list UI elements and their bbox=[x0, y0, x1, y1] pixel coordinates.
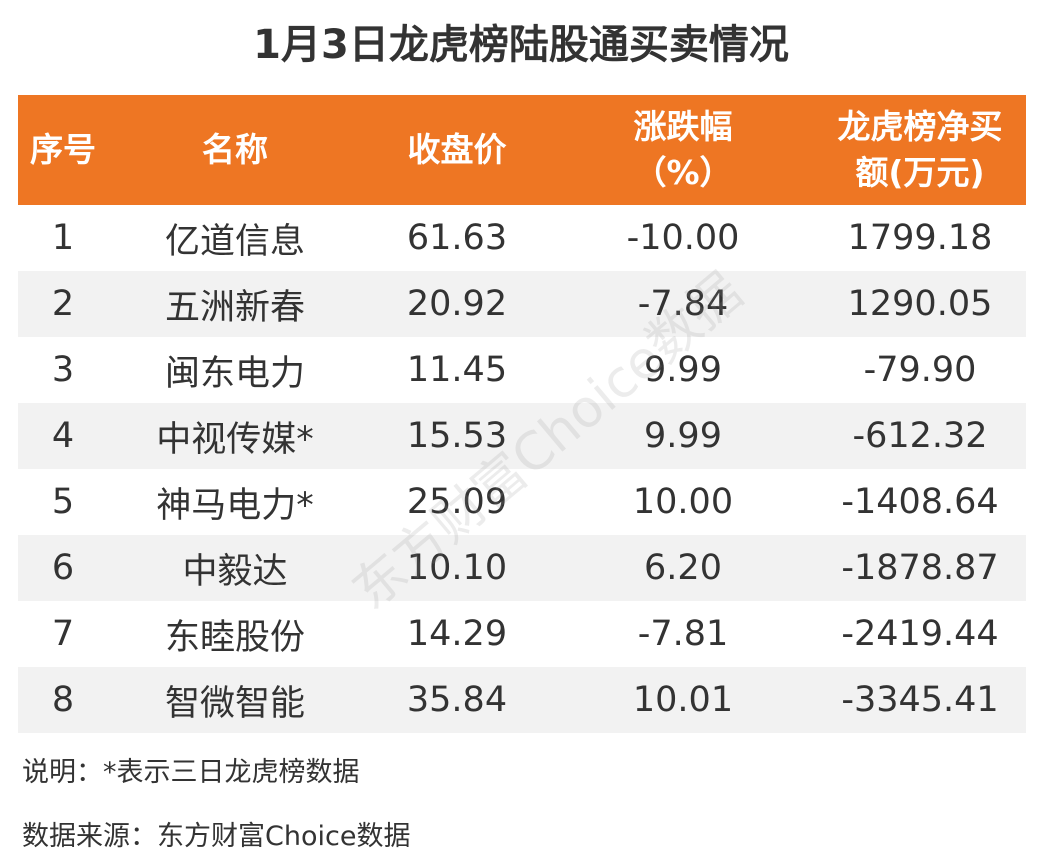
header-line: 序号 bbox=[30, 130, 96, 169]
cell: 10.01 bbox=[552, 667, 814, 733]
cell: 神马电力* bbox=[156, 485, 314, 526]
title: 1月3日龙虎榜陆股通买卖情况 bbox=[253, 22, 789, 68]
header-cell: 序号 bbox=[18, 95, 108, 205]
header-cell: 收盘价 bbox=[362, 95, 552, 205]
cell: -612.32 bbox=[814, 403, 1026, 469]
cell: 智微智能 bbox=[108, 667, 362, 733]
header-line: 涨跌幅 bbox=[633, 107, 733, 146]
cell: 25.09 bbox=[406, 482, 508, 522]
table-row: 7 东睦股份 14.29 -7.81 -2419.44 bbox=[18, 601, 1026, 667]
cell: 中视传媒* bbox=[108, 403, 362, 469]
cell: 6.20 bbox=[552, 535, 814, 601]
table-row: 8 智微智能 35.84 10.01 -3345.41 bbox=[18, 667, 1026, 733]
cell: 中毅达 bbox=[108, 535, 362, 601]
cell: -10.00 bbox=[626, 218, 740, 258]
note: 说明：*表示三日龙虎榜数据 bbox=[22, 757, 360, 788]
cell: -7.84 bbox=[552, 271, 814, 337]
cell: 五洲新春 bbox=[108, 271, 362, 337]
header-cell: 涨跌幅 （%） bbox=[552, 95, 814, 205]
cell: 1799.18 bbox=[847, 218, 993, 258]
header-cell: 龙虎榜净买额(万元) bbox=[814, 95, 1026, 205]
cell: 7 bbox=[51, 614, 75, 654]
header-line: 收盘价 bbox=[407, 130, 507, 169]
cell: 5 bbox=[51, 482, 75, 522]
source: 数据来源：东方财富Choice数据 bbox=[22, 821, 411, 852]
table-row: 6 中毅达 10.10 6.20 -1878.87 bbox=[18, 535, 1026, 601]
header-cell: 名称 bbox=[108, 95, 362, 205]
header-line: （%） bbox=[633, 153, 733, 192]
table-row: 2 五洲新春 20.92 -7.84 1290.05 bbox=[18, 271, 1026, 337]
table-row: 5 神马电力* 25.09 10.00 -1408.64 bbox=[18, 469, 1026, 535]
table-row: 1 亿道信息 61.63 -10.00 1799.18 bbox=[18, 205, 1026, 271]
cell: 9.99 bbox=[644, 350, 722, 390]
cell: 2 bbox=[18, 271, 108, 337]
data-table: 序号 名称 收盘价 涨跌幅 （%） 龙虎榜净买额(万元) 1 亿道信息 61.63 -10.00… bbox=[18, 95, 1026, 733]
cell: 6 bbox=[18, 535, 108, 601]
cell: -79.90 bbox=[863, 350, 977, 390]
cell: 20.92 bbox=[362, 271, 552, 337]
cell: 4 bbox=[18, 403, 108, 469]
cell: -7.81 bbox=[637, 614, 729, 654]
table-row: 3 闽东电力 11.45 9.99 -79.90 bbox=[18, 337, 1026, 403]
cell: 35.84 bbox=[362, 667, 552, 733]
cell: 10.00 bbox=[632, 482, 734, 522]
cell: 14.29 bbox=[406, 614, 508, 654]
cell: 11.45 bbox=[406, 350, 508, 390]
cell: 61.63 bbox=[406, 218, 508, 258]
cell: -3345.41 bbox=[814, 667, 1026, 733]
cell: 1 bbox=[51, 218, 75, 258]
table-row: 4 中视传媒* 15.53 9.99 -612.32 bbox=[18, 403, 1026, 469]
header-line: 龙虎榜净买 bbox=[837, 107, 1003, 146]
cell: 3 bbox=[51, 350, 75, 390]
cell: -1878.87 bbox=[814, 535, 1026, 601]
cell: 10.10 bbox=[362, 535, 552, 601]
cell: 1290.05 bbox=[814, 271, 1026, 337]
cell: 9.99 bbox=[552, 403, 814, 469]
header-line: 额(万元) bbox=[855, 153, 985, 192]
cell: -1408.64 bbox=[841, 482, 999, 522]
cell: 8 bbox=[18, 667, 108, 733]
header-line: 名称 bbox=[202, 130, 268, 169]
cell: 闽东电力 bbox=[164, 353, 305, 394]
cell: 东睦股份 bbox=[164, 617, 305, 658]
header-row: 序号 名称 收盘价 涨跌幅 （%） 龙虎榜净买额(万元) bbox=[18, 95, 1026, 205]
cell: 15.53 bbox=[362, 403, 552, 469]
cell: 亿道信息 bbox=[164, 221, 305, 262]
cell: -2419.44 bbox=[841, 614, 999, 654]
